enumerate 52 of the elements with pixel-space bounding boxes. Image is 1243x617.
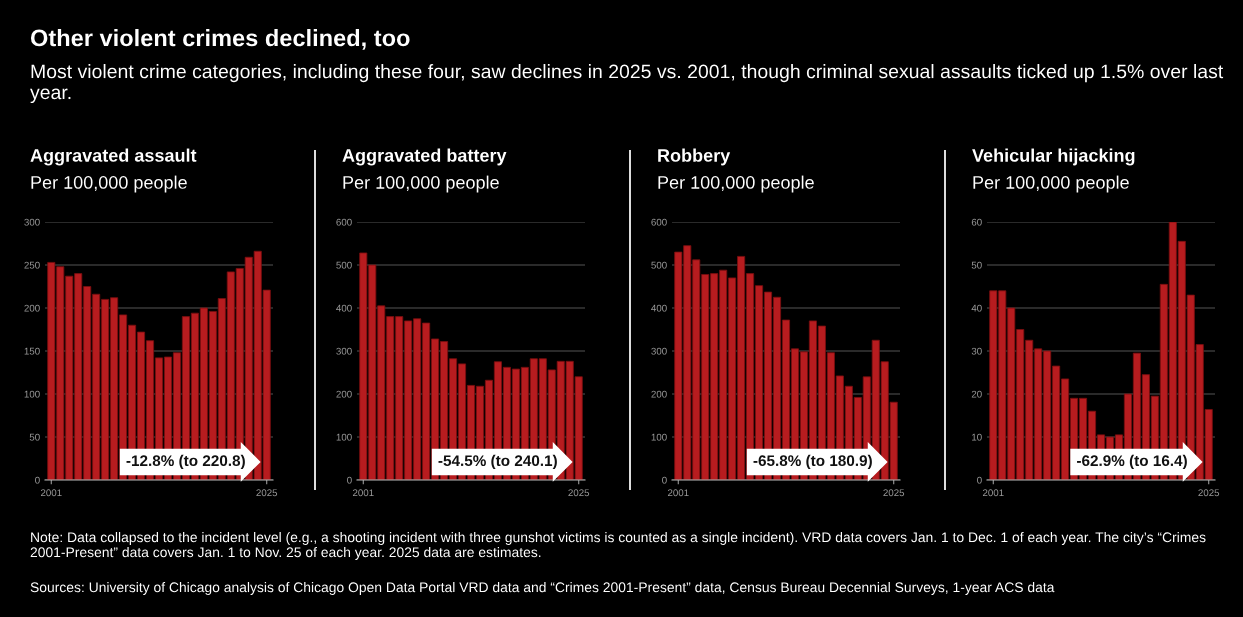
- y-tick-label: 0: [662, 476, 667, 484]
- y-tick-label: 0: [977, 476, 982, 484]
- chart-subtitle: Per 100,000 people: [658, 175, 814, 193]
- chart-subtitle: Per 100,000 people: [973, 175, 1129, 193]
- y-tick-label: 100: [24, 390, 40, 398]
- x-tick-label: 2001: [352, 489, 374, 497]
- y-tick-label: 40: [971, 304, 982, 312]
- annotation: -62.9% (to 16.4): [1077, 454, 1187, 470]
- chart-title: Vehicular hijacking: [972, 148, 1135, 166]
- annotation: -65.8% (to 180.9): [753, 454, 872, 470]
- x-tick-label: 2025: [883, 489, 905, 497]
- y-tick-label: 500: [651, 261, 667, 269]
- y-tick-label: 300: [651, 347, 667, 355]
- y-tick-label: 200: [336, 390, 352, 398]
- x-tick-label: 2025: [256, 489, 278, 497]
- y-tick-label: 0: [35, 476, 40, 484]
- y-tick-label: 20: [971, 390, 982, 398]
- y-tick-label: 600: [651, 218, 667, 226]
- text: Most violent crime categories, including these four, saw declines in 2025 vs. 2001, though criminal sexual assaults ticked up 1.5% over last year.: [30, 64, 1224, 104]
- y-tick-label: 60: [971, 218, 982, 226]
- y-tick-label: 10: [972, 433, 982, 441]
- y-tick-label: 30: [971, 347, 982, 355]
- y-tick-label: 0: [347, 476, 352, 484]
- x-tick-label: 2001: [40, 489, 62, 497]
- text: Note: Data collapsed to the incident level (e.g., a shooting incident with three gunshot victims is counted as a single incident). VRD data covers Jan. 1 to Dec. 1 of each year. The city’s “Crimes 2001-Present” data covers Jan. 1 to Nov. 25 of each year. 2025 data are estimates.: [30, 532, 1206, 560]
- y-tick-label: 200: [24, 304, 40, 312]
- y-tick-label: 300: [336, 347, 352, 355]
- x-tick-label: 2025: [568, 489, 590, 497]
- y-tick-label: 400: [651, 304, 667, 312]
- chart-title: Aggravated battery: [342, 148, 507, 166]
- y-tick-label: 100: [651, 433, 667, 441]
- x-tick-label: 2025: [1198, 489, 1220, 497]
- y-tick-label: 500: [336, 261, 352, 269]
- chart-subtitle: Per 100,000 people: [31, 175, 187, 193]
- annotation: -12.8% (to 220.8): [126, 454, 245, 470]
- y-tick-label: 600: [336, 218, 352, 226]
- y-tick-label: 150: [24, 347, 40, 355]
- chart-title: Aggravated assault: [30, 148, 197, 166]
- y-tick-label: 50: [29, 433, 40, 441]
- y-tick-label: 250: [24, 261, 40, 269]
- x-tick-label: 2001: [667, 489, 689, 497]
- source-note: Sources: University of Chicago analysis of Chicago Open Data Portal VRD data and “Crimes 2001-Present” data, Census Bureau Decennial Surveys, 1-year ACS data: [30, 582, 1055, 595]
- y-tick-label: 300: [24, 218, 40, 226]
- chart-subtitle: Per 100,000 people: [343, 175, 499, 193]
- text: Other violent crimes declined, too: [30, 29, 410, 50]
- y-tick-label: 200: [651, 390, 667, 398]
- y-tick-label: 50: [971, 261, 982, 269]
- y-tick-label: 100: [336, 433, 352, 441]
- y-tick-label: 400: [336, 304, 352, 312]
- chart-title: Robbery: [658, 148, 731, 166]
- x-tick-label: 2001: [982, 489, 1004, 497]
- annotation: -54.5% (to 240.1): [438, 454, 557, 470]
